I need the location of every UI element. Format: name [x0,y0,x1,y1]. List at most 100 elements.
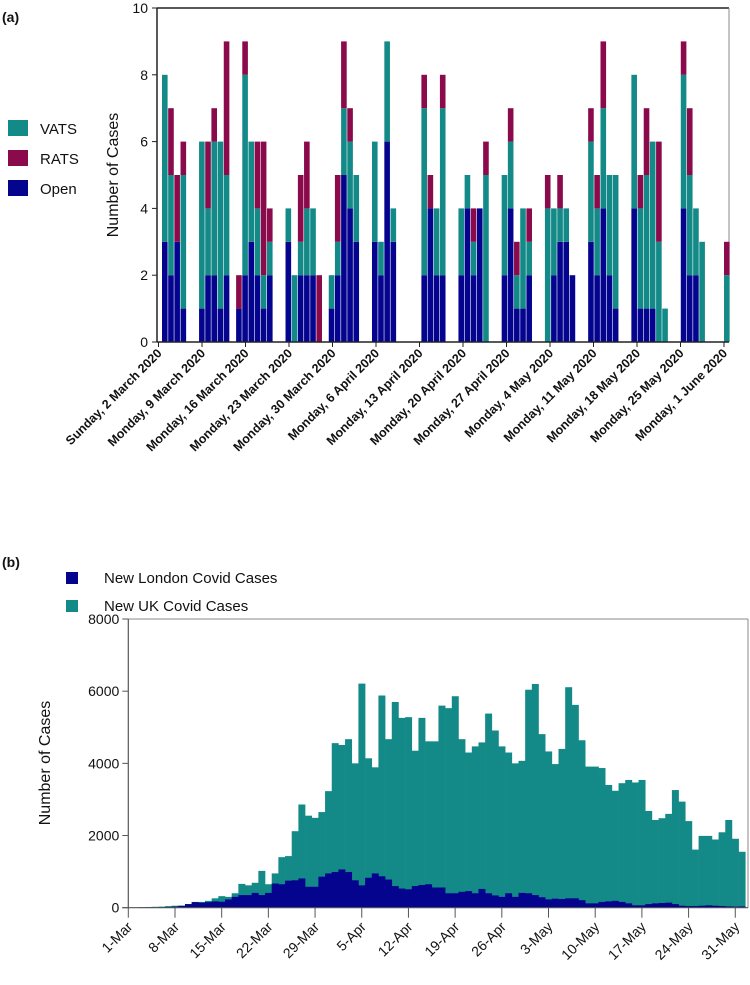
x-tick-label: 31-May [698,919,742,963]
bar-vats [613,175,619,309]
bar-vats [551,208,557,275]
bar-rats [267,208,273,241]
bar-rats [341,41,347,108]
bar-vats [520,208,526,308]
legend-label: New UK Covid Cases [104,598,248,615]
bar-vats [514,275,520,308]
bar-uk-cases [719,832,726,907]
bar-vats [391,208,397,241]
bar-open [211,275,217,342]
bar-london-cases [298,878,305,907]
bar-open [181,309,187,342]
bar-vats [181,175,187,309]
bar-rats [255,142,261,209]
y-tick-label: 0 [112,900,120,916]
bar-vats [465,175,471,208]
bar-vats [335,242,341,275]
bar-london-cases [559,899,566,908]
bar-rats [681,41,687,74]
bar-uk-cases [412,751,419,908]
legend-label-vats: VATS [40,121,77,138]
bar-open [298,275,304,342]
bar-vats [662,309,668,342]
bar-open [681,208,687,342]
bar-vats [545,208,551,342]
bar-vats [310,208,316,275]
bar-rats [588,108,594,141]
bar-uk-cases [392,702,399,908]
bar-vats [594,208,600,275]
bar-open [471,275,477,342]
bar-vats [353,175,359,242]
bar-open [205,275,211,342]
bar-uk-cases [672,790,679,908]
bar-vats [304,208,310,275]
bar-rats [644,108,650,175]
y-tick-label: 6 [140,134,148,150]
bar-vats [508,142,514,209]
bar-open [557,242,563,342]
bar-open [255,275,261,342]
bar-vats [261,275,267,308]
bar-vats [607,175,613,275]
y-tick-label: 8 [140,67,148,83]
bar-london-cases [579,900,586,908]
bar-uk-cases [472,746,479,907]
bar-uk-cases [679,802,686,908]
bar-open [440,275,446,342]
y-axis-label: Number of Cases [37,701,54,826]
bar-uk-cases [505,753,512,908]
bar-open [508,208,514,342]
x-tick-label: 22-Mar [233,918,276,961]
bar-open [600,208,606,342]
legend-swatch-vats [8,120,28,136]
bar-uk-cases [458,739,465,908]
bar-open [310,275,316,342]
bar-open [224,275,230,342]
y-tick-label: 2000 [88,828,119,844]
bar-uk-cases [605,785,612,908]
bar-vats [631,75,637,209]
bar-open [638,309,644,342]
bar-open [644,309,650,342]
bar-rats [440,75,446,108]
bar-uk-cases [705,836,712,908]
bar-london-cases [665,903,672,908]
bar-london-cases [198,903,205,908]
bar-open [236,309,242,342]
bar-uk-cases [699,836,706,908]
bar-vats [347,142,353,209]
bar-london-cases [192,902,199,908]
bar-rats [211,108,217,141]
bar-london-cases [412,886,419,908]
bar-open [162,242,168,342]
bar-rats [526,208,532,241]
bar-vats [267,242,273,275]
panel-label: (b) [2,554,20,570]
bar-london-cases [378,876,385,907]
bar-vats [557,208,563,241]
bar-london-cases [552,899,559,908]
bar-open [341,175,347,342]
bar-uk-cases [512,763,519,907]
bar-rats [298,175,304,242]
bar-london-cases [405,889,412,907]
x-tick-label: 19-Apr [421,918,462,959]
bar-london-cases [599,902,606,908]
bar-open [520,309,526,342]
bar-open [502,275,508,342]
bar-rats [724,242,730,275]
x-tick-label: 8-Mar [145,918,182,955]
bar-open [378,275,384,342]
bar-vats [224,175,230,275]
bar-vats [687,175,693,275]
bar-london-cases [525,893,532,907]
bar-vats [372,142,378,242]
bar-vats [341,108,347,175]
bar-open [335,275,341,342]
x-tick-label: 26-Apr [468,918,509,959]
bar-vats [292,275,298,342]
bar-london-cases [432,887,439,907]
bar-uk-cases [478,742,485,907]
